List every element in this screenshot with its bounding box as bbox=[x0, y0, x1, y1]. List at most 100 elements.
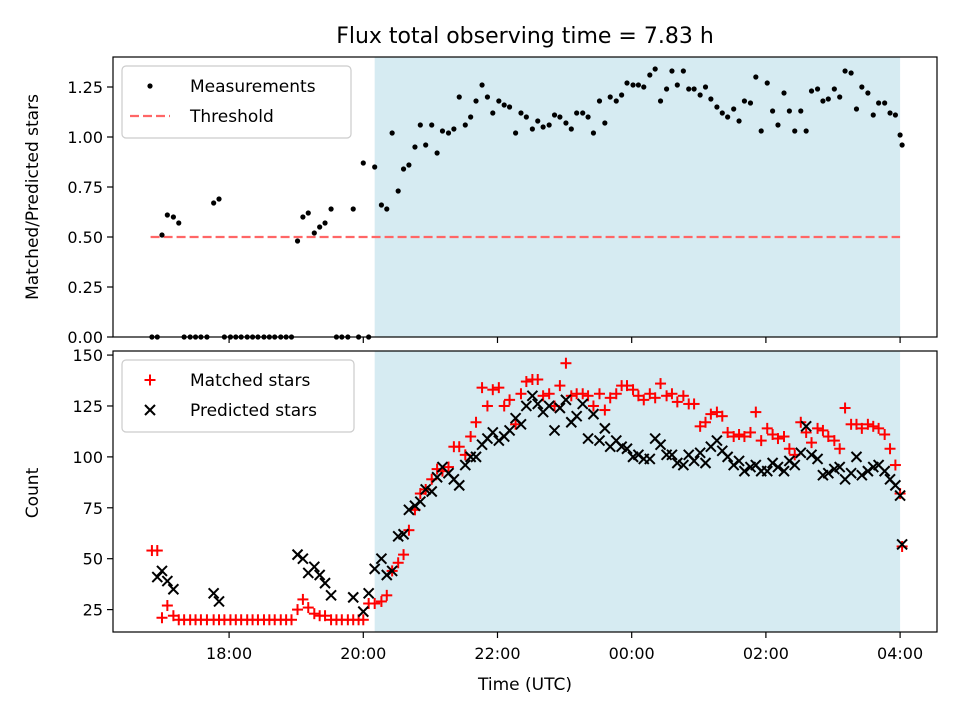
data-point bbox=[627, 384, 639, 396]
data-point bbox=[439, 128, 446, 134]
data-point bbox=[503, 424, 516, 437]
top-y-axis-label: Matched/Predicted stars bbox=[23, 94, 43, 300]
data-point bbox=[719, 110, 725, 116]
data-point bbox=[322, 220, 328, 226]
data-point bbox=[378, 202, 385, 208]
data-point bbox=[873, 422, 885, 434]
data-point bbox=[753, 74, 759, 80]
data-point bbox=[546, 122, 552, 128]
legend-entry: Measurements bbox=[147, 77, 316, 97]
data-point bbox=[473, 98, 479, 104]
data-point bbox=[151, 545, 163, 557]
data-point bbox=[381, 589, 393, 601]
data-point bbox=[540, 124, 546, 130]
data-point bbox=[677, 459, 690, 471]
y-tick-label: 1.25 bbox=[67, 78, 103, 97]
x-tick-label: 02:00 bbox=[743, 644, 789, 663]
data-point bbox=[716, 410, 728, 422]
data-point bbox=[543, 388, 555, 400]
data-point bbox=[831, 86, 837, 92]
data-point bbox=[702, 84, 709, 90]
data-point bbox=[775, 122, 781, 128]
data-point bbox=[661, 390, 673, 402]
data-point bbox=[532, 374, 544, 386]
data-point bbox=[674, 82, 680, 88]
data-point bbox=[736, 118, 742, 124]
data-point bbox=[357, 605, 369, 618]
y-tick-label: 125 bbox=[72, 397, 103, 416]
count-panel: 25 50 75 100 125 150 18:00 20:00 22:00 00:00 02:00… bbox=[72, 346, 938, 663]
data-point bbox=[347, 591, 359, 604]
data-point bbox=[697, 92, 703, 98]
data-point bbox=[319, 577, 331, 589]
data-point bbox=[850, 451, 863, 463]
data-point bbox=[496, 98, 502, 104]
data-point bbox=[593, 388, 605, 400]
data-point bbox=[161, 575, 174, 587]
data-point bbox=[657, 98, 664, 104]
data-point bbox=[487, 384, 499, 396]
data-point bbox=[733, 428, 745, 440]
data-point bbox=[585, 114, 591, 120]
data-point bbox=[490, 110, 496, 116]
data-point bbox=[587, 408, 600, 420]
data-point bbox=[510, 418, 522, 430]
data-point bbox=[350, 206, 356, 212]
data-point bbox=[671, 396, 683, 408]
data-point bbox=[417, 122, 423, 128]
data-point bbox=[311, 230, 317, 236]
data-point bbox=[878, 465, 891, 477]
data-point bbox=[305, 210, 311, 216]
data-point bbox=[319, 610, 331, 622]
data-point bbox=[792, 128, 798, 134]
data-point bbox=[750, 406, 762, 418]
data-point bbox=[652, 66, 658, 72]
data-point bbox=[755, 435, 767, 447]
data-point bbox=[663, 86, 670, 92]
y-tick-label: 50 bbox=[83, 550, 103, 569]
data-point bbox=[445, 130, 452, 136]
data-point bbox=[384, 206, 390, 212]
data-point bbox=[621, 443, 633, 455]
data-point bbox=[896, 538, 908, 551]
data-point bbox=[596, 98, 603, 104]
data-point bbox=[711, 434, 723, 447]
data-point bbox=[714, 104, 720, 110]
data-point bbox=[680, 68, 686, 74]
data-point bbox=[211, 200, 217, 206]
legend-label: Predicted stars bbox=[190, 401, 317, 421]
data-point bbox=[412, 144, 418, 150]
data-point bbox=[459, 459, 471, 471]
legend-box bbox=[121, 359, 355, 433]
data-point bbox=[721, 451, 734, 463]
data-point bbox=[292, 604, 304, 616]
data-point bbox=[456, 94, 462, 100]
data-point bbox=[375, 595, 387, 607]
axes-frame bbox=[112, 56, 938, 338]
data-point bbox=[842, 68, 848, 74]
data-point bbox=[479, 82, 485, 88]
data-point bbox=[778, 431, 790, 443]
data-point bbox=[574, 110, 580, 116]
data-point bbox=[423, 142, 429, 148]
data-point bbox=[894, 489, 906, 502]
observing-span bbox=[374, 351, 901, 632]
data-point bbox=[845, 467, 857, 479]
data-point bbox=[666, 449, 678, 461]
data-point bbox=[568, 126, 574, 132]
legend-marker bbox=[144, 374, 156, 386]
bottom-y-axis-label: Count bbox=[23, 467, 43, 518]
data-point bbox=[470, 416, 482, 428]
data-point bbox=[560, 357, 572, 369]
data-point bbox=[602, 120, 608, 126]
series-predicted-stars bbox=[151, 390, 908, 618]
y-tick-label: 25 bbox=[83, 601, 103, 620]
data-point bbox=[722, 426, 734, 438]
data-point bbox=[624, 80, 630, 86]
data-point bbox=[434, 150, 440, 156]
data-point bbox=[285, 614, 297, 626]
data-point bbox=[778, 465, 790, 477]
data-point bbox=[577, 388, 589, 400]
data-point bbox=[641, 84, 647, 90]
data-point bbox=[834, 443, 846, 455]
